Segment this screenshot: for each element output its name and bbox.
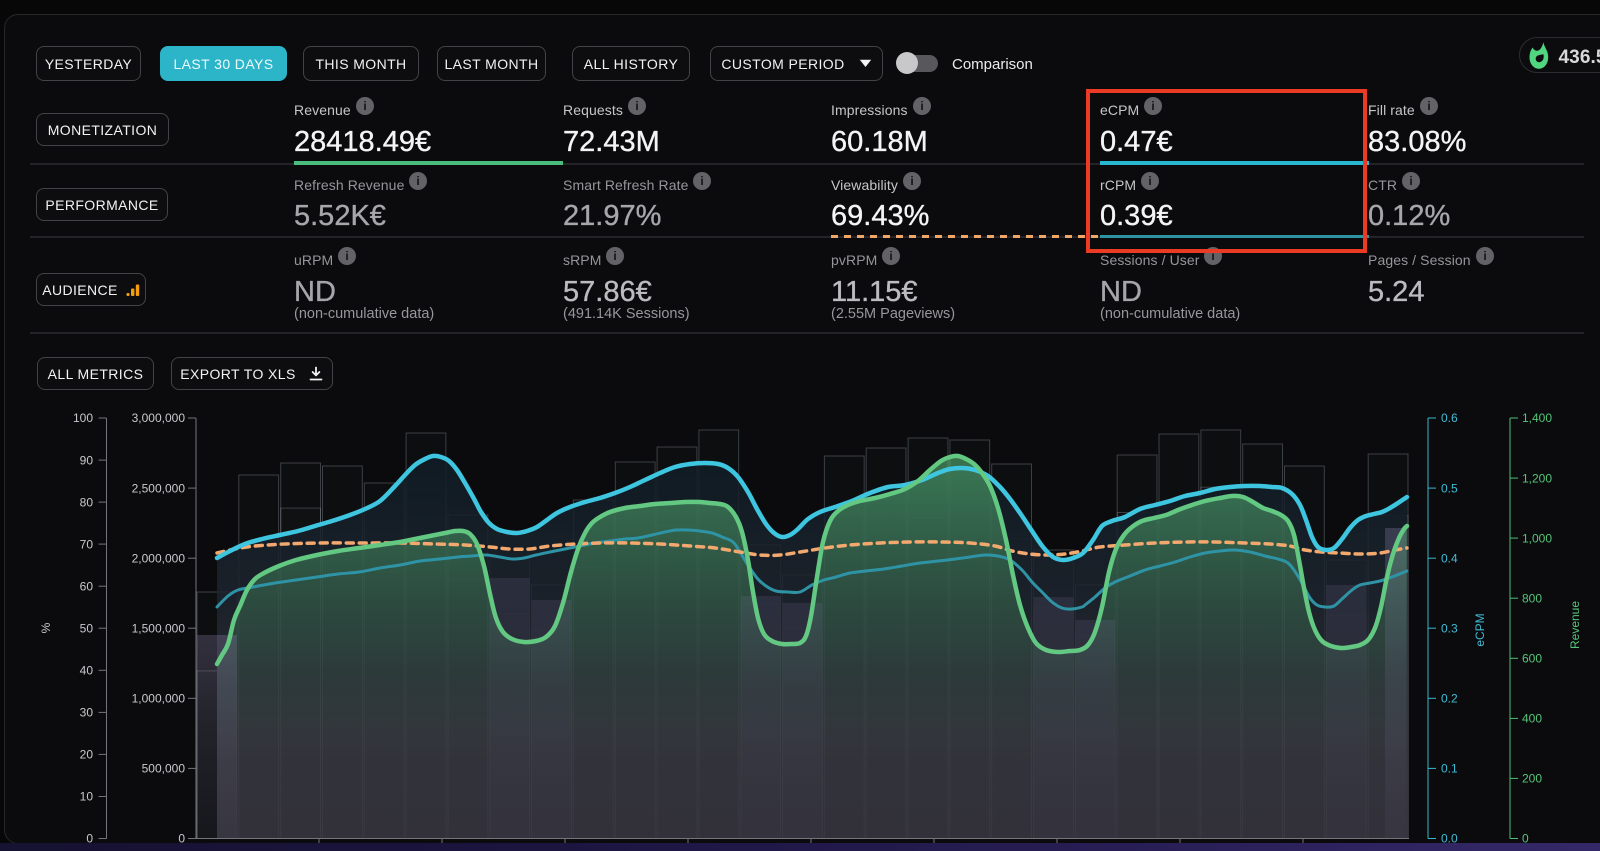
svg-text:0.4: 0.4 <box>1441 551 1458 565</box>
svg-text:70: 70 <box>80 537 94 551</box>
svg-text:600: 600 <box>1522 651 1542 665</box>
svg-text:20: 20 <box>80 748 94 762</box>
svg-text:0: 0 <box>86 832 93 846</box>
svg-text:100: 100 <box>73 411 93 425</box>
svg-text:0.5: 0.5 <box>1441 481 1458 495</box>
svg-text:0.6: 0.6 <box>1441 411 1458 425</box>
svg-text:0: 0 <box>178 832 185 846</box>
svg-text:1,200: 1,200 <box>1522 471 1552 485</box>
svg-text:10: 10 <box>80 790 94 804</box>
svg-text:0: 0 <box>1522 832 1529 846</box>
svg-text:30: 30 <box>80 706 94 720</box>
svg-text:200: 200 <box>1522 772 1542 786</box>
svg-text:eCPM: eCPM <box>1473 613 1487 646</box>
svg-text:80: 80 <box>80 495 94 509</box>
svg-text:60: 60 <box>80 579 94 593</box>
svg-text:40: 40 <box>80 664 94 678</box>
svg-text:90: 90 <box>80 453 94 467</box>
svg-text:1,000,000: 1,000,000 <box>132 692 186 706</box>
svg-text:0.3: 0.3 <box>1441 621 1458 635</box>
svg-text:0.2: 0.2 <box>1441 692 1458 706</box>
svg-text:50: 50 <box>80 621 94 635</box>
svg-text:500,000: 500,000 <box>142 762 186 776</box>
svg-text:800: 800 <box>1522 591 1542 605</box>
svg-text:1,500,000: 1,500,000 <box>132 621 186 635</box>
svg-text:%: % <box>39 622 53 633</box>
svg-text:1,400: 1,400 <box>1522 411 1552 425</box>
svg-text:3,000,000: 3,000,000 <box>132 411 186 425</box>
svg-text:Revenue: Revenue <box>1568 601 1582 649</box>
svg-text:1,000: 1,000 <box>1522 531 1552 545</box>
svg-text:2,500,000: 2,500,000 <box>132 481 186 495</box>
svg-text:0.1: 0.1 <box>1441 762 1458 776</box>
svg-text:0.0: 0.0 <box>1441 832 1458 846</box>
svg-text:2,000,000: 2,000,000 <box>132 551 186 565</box>
svg-text:400: 400 <box>1522 712 1542 726</box>
